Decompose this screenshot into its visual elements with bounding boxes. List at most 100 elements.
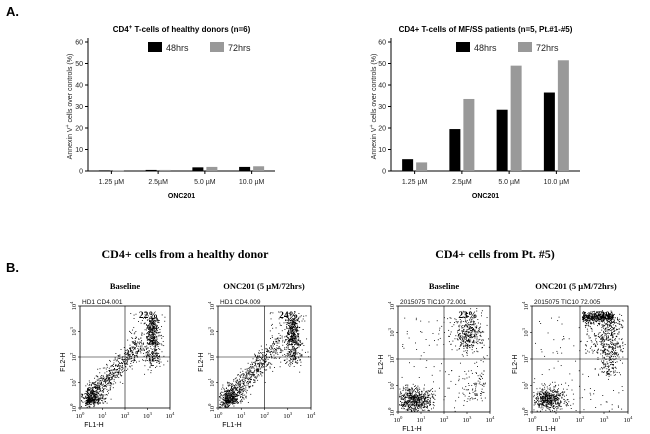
flow-sample-id: HD1 CD4.001 bbox=[82, 299, 123, 306]
panel-label-a: A. bbox=[6, 4, 19, 19]
y-tick-label: 60 bbox=[75, 40, 83, 47]
y-decade-label: 104 bbox=[69, 301, 78, 311]
chart-title-prefix: CD4 bbox=[113, 25, 130, 34]
y-decade-label: 102 bbox=[521, 355, 530, 364]
y-axis-label-sup: + bbox=[65, 124, 71, 127]
x-decade-label: 104 bbox=[166, 411, 176, 420]
y-tick-label: 60 bbox=[378, 40, 386, 47]
flow-sample-id: 2015075 TIC10 72.005 bbox=[534, 299, 601, 306]
y-decade-label: 102 bbox=[69, 353, 78, 362]
y-decade-label: 101 bbox=[207, 378, 216, 387]
y-decade-label: 101 bbox=[521, 381, 530, 390]
x-axis-label: FL1-H bbox=[222, 422, 241, 429]
y-tick-label: 30 bbox=[75, 104, 83, 111]
y-decade-label: 104 bbox=[521, 301, 530, 311]
x-tick-label: 2.5µM bbox=[148, 179, 168, 186]
chart-title-sup: + bbox=[129, 25, 133, 31]
x-axis-label: ONC201 bbox=[472, 193, 499, 200]
y-axis-label: FL2-H bbox=[378, 355, 385, 374]
flow-plot-patient-onc201: ONC201 (5 µM/72hrs) 2015075 TIC10 72.005 7… bbox=[512, 281, 633, 433]
x-decade-label: 103 bbox=[283, 411, 293, 420]
bar-48hrs-3 bbox=[543, 92, 555, 171]
y-axis-label: FL2-H bbox=[198, 352, 205, 371]
bar-48hrs-3 bbox=[239, 166, 251, 171]
bar-72hrs-1 bbox=[159, 169, 171, 171]
y-tick-label: 0 bbox=[79, 169, 83, 176]
x-decade-label: 100 bbox=[394, 415, 404, 424]
x-axis-label: FL1-H bbox=[84, 422, 103, 429]
x-tick-label: 10.0 µM bbox=[544, 179, 570, 186]
bar-48hrs-2 bbox=[496, 109, 508, 171]
x-decade-label: 100 bbox=[214, 411, 224, 420]
x-tick-label: 1.25 µM bbox=[99, 179, 125, 186]
y-axis-label: Annexin V+ cells over controls (%) bbox=[369, 54, 378, 160]
y-tick-label: 20 bbox=[378, 126, 386, 133]
y-tick-label: 10 bbox=[75, 147, 83, 154]
legend-swatch-72hrs bbox=[210, 42, 224, 52]
y-decade-label: 100 bbox=[207, 403, 216, 413]
y-decade-label: 101 bbox=[387, 381, 396, 390]
x-tick-label: 10.0 µM bbox=[239, 179, 265, 186]
y-decade-label: 102 bbox=[387, 355, 396, 364]
flow-title-patient: CD4+ cells from Pt. #5) bbox=[435, 247, 555, 261]
quadrant-percent: 72% bbox=[595, 311, 614, 321]
x-decade-label: 100 bbox=[528, 415, 538, 424]
x-decade-label: 104 bbox=[307, 411, 317, 420]
x-tick-label: 2.5µM bbox=[452, 179, 472, 186]
y-axis-label-b: cells over controls (%) bbox=[67, 54, 74, 125]
legend-label-48hrs: 48hrs bbox=[166, 43, 189, 53]
bar-72hrs-3 bbox=[253, 166, 265, 171]
x-decade-label: 104 bbox=[486, 415, 496, 424]
bar-72hrs-2 bbox=[206, 166, 218, 171]
y-axis-label: FL2-H bbox=[512, 355, 519, 374]
bar-72hrs-1 bbox=[463, 98, 475, 171]
legend-label-48hrs: 48hrs bbox=[474, 43, 497, 53]
y-decade-label: 100 bbox=[387, 407, 396, 417]
x-decade-label: 101 bbox=[552, 415, 561, 424]
y-tick-label: 40 bbox=[75, 83, 83, 90]
y-tick-label: 20 bbox=[75, 126, 83, 133]
bar-72hrs-3 bbox=[557, 60, 569, 171]
x-decade-label: 103 bbox=[463, 415, 473, 424]
y-axis-label: FL2-H bbox=[60, 352, 67, 371]
quadrant-percent: 22% bbox=[139, 311, 158, 321]
flow-header: Baseline bbox=[110, 281, 140, 291]
y-tick-label: 50 bbox=[378, 61, 386, 68]
panel-label-b: B. bbox=[6, 260, 19, 275]
y-axis-label-a: Annexin V bbox=[371, 127, 378, 159]
chart-title: CD4+ T-cells of healthy donors (n=6) bbox=[113, 25, 251, 34]
legend-swatch-48hrs bbox=[456, 42, 470, 52]
x-decade-label: 103 bbox=[600, 415, 610, 424]
x-tick-label: 5.0 µM bbox=[194, 179, 216, 186]
quadrant-percent: 23% bbox=[458, 311, 477, 321]
x-decade-label: 102 bbox=[576, 415, 585, 424]
flow-header: Baseline bbox=[429, 281, 459, 291]
y-decade-label: 101 bbox=[69, 378, 78, 387]
chart-title: CD4+ T-cells of MF/SS patients (n=5, Pt.… bbox=[399, 25, 573, 34]
healthy-donor-bar-chart: CD4+ T-cells of healthy donors (n=6)0102… bbox=[65, 25, 275, 200]
bar-48hrs-2 bbox=[192, 167, 204, 171]
chart-title-suffix: T-cells of healthy donors (n=6) bbox=[132, 25, 250, 34]
y-tick-label: 10 bbox=[378, 147, 386, 154]
x-decade-label: 103 bbox=[143, 411, 153, 420]
patient-bar-chart: CD4+ T-cells of MF/SS patients (n=5, Pt.… bbox=[369, 25, 580, 200]
x-decade-label: 100 bbox=[76, 411, 86, 420]
x-decade-label: 102 bbox=[121, 411, 130, 420]
x-tick-label: 1.25 µM bbox=[402, 179, 428, 186]
bar-48hrs-0 bbox=[98, 170, 110, 172]
x-tick-label: 5.0 µM bbox=[498, 179, 520, 186]
y-axis-label-b: cells over controls (%) bbox=[371, 54, 378, 125]
x-decade-label: 102 bbox=[440, 415, 449, 424]
y-decade-label: 104 bbox=[207, 301, 216, 311]
bar-48hrs-1 bbox=[145, 169, 157, 171]
x-decade-label: 101 bbox=[417, 415, 426, 424]
y-axis-label: Annexin V+ cells over controls (%) bbox=[65, 54, 74, 160]
y-decade-label: 100 bbox=[521, 407, 530, 417]
y-axis-label-a: Annexin V bbox=[67, 127, 74, 159]
x-axis-label: ONC201 bbox=[168, 193, 195, 200]
bar-48hrs-1 bbox=[449, 129, 461, 171]
